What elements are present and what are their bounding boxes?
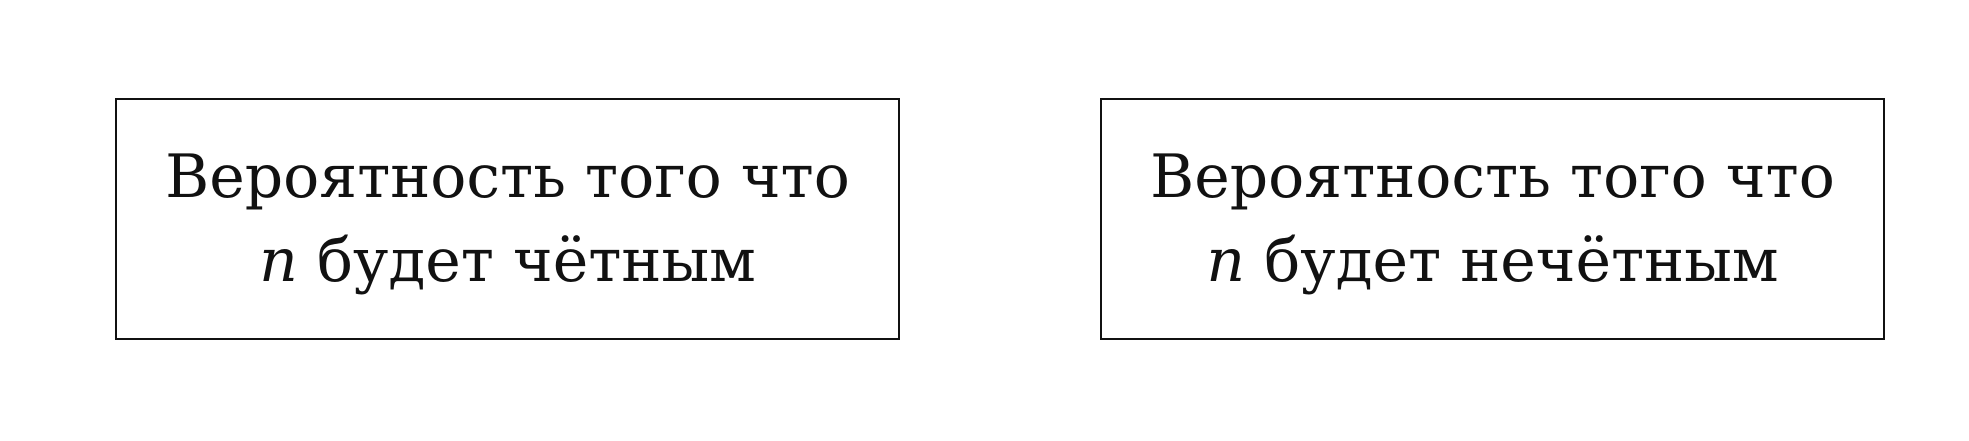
- probability-even-box: Вероятность того что n будет чётным: [115, 98, 900, 340]
- box-line-1: Вероятность того что: [165, 142, 850, 212]
- box-line-2-text: будет нечётным: [1245, 226, 1779, 296]
- box-line-2-text: будет чётным: [297, 226, 756, 296]
- variable-n: n: [259, 226, 298, 296]
- box-line-2: n будет нечётным: [1206, 219, 1778, 303]
- probability-odd-box: Вероятность того что n будет нечётным: [1100, 98, 1885, 340]
- variable-n: n: [1206, 226, 1246, 296]
- box-line-1: Вероятность того что: [1150, 142, 1835, 212]
- box-line-2: n будет чётным: [259, 219, 756, 303]
